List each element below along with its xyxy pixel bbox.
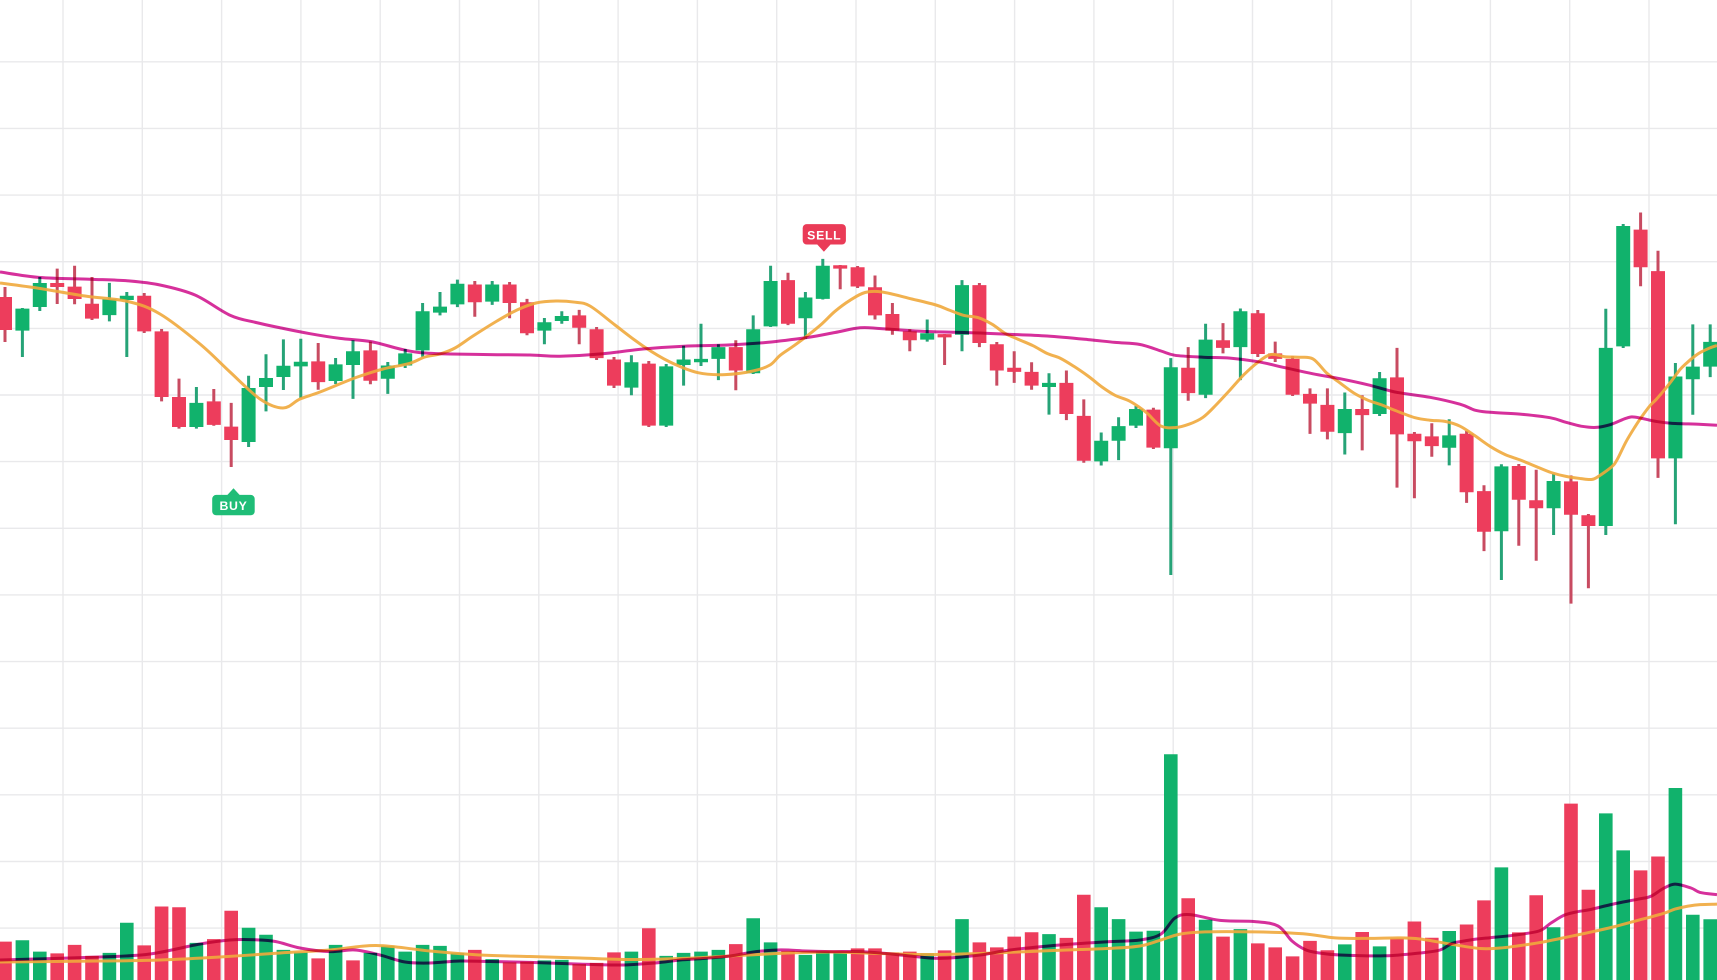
svg-text:BUY: BUY bbox=[219, 499, 247, 513]
svg-text:SELL: SELL bbox=[807, 228, 841, 242]
